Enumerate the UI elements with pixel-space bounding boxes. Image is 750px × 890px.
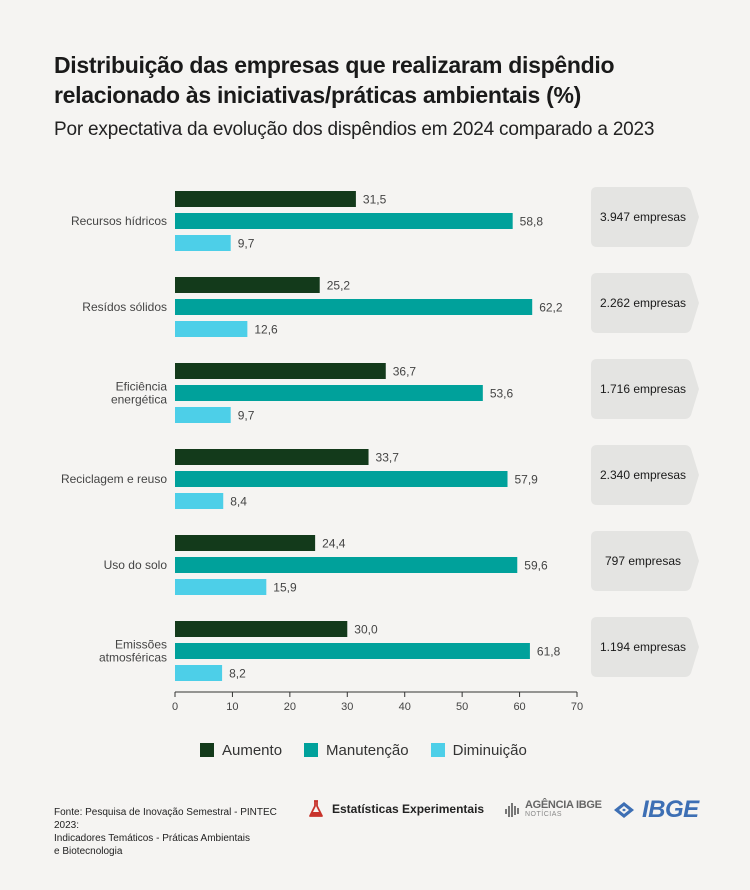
- category-label-line: Resídos sólidos: [82, 300, 167, 314]
- legend-label-aumento: Aumento: [222, 741, 283, 759]
- bar-diminuio: [175, 407, 231, 423]
- agencia-label: AGÊNCIA IBGE: [525, 799, 602, 811]
- bar-value-label: 30,0: [354, 623, 378, 637]
- flask-icon: [309, 800, 323, 817]
- category-label-line: Emissões: [115, 638, 167, 652]
- company-count-label: 2.262 empresas: [600, 296, 686, 310]
- category-label: Resídos sólidos: [82, 300, 167, 314]
- legend-item-aumento: Aumento: [200, 742, 282, 759]
- bar-value-label: 36,7: [393, 365, 417, 379]
- x-axis-tick-label: 50: [456, 701, 468, 713]
- category-label-line: Eficiência: [116, 380, 168, 394]
- category-label: Eficiência energética: [111, 380, 167, 407]
- legend-swatch-manutencao: [304, 743, 319, 757]
- estatisticas-label: Estatísticas Experimentais: [332, 802, 485, 816]
- ibge-diamond-icon: [614, 802, 634, 818]
- ibge-logo: IBGE: [612, 796, 699, 824]
- legend-item-diminuicao: Diminuição: [430, 741, 527, 759]
- title-line-2: relacionado às iniciativas/práticas ambi…: [54, 82, 581, 108]
- x-axis-tick-label: 40: [399, 701, 411, 713]
- bar-value-label: 62,2: [539, 301, 563, 315]
- x-axis-tick-label: 60: [513, 701, 525, 713]
- bar-value-label: 9,7: [238, 237, 255, 251]
- bar-manuteno: [175, 471, 508, 487]
- agencia-sub-label: NOTÍCIAS: [525, 811, 563, 818]
- company-count-label: 3.947 empresas: [600, 210, 686, 224]
- bar-manuteno: [175, 213, 513, 229]
- legend-item-manutencao: Manutenção: [304, 742, 409, 759]
- bar-aumento: [175, 363, 386, 379]
- legend-swatch-aumento: [200, 743, 214, 757]
- company-count-box: [591, 273, 699, 333]
- bar-value-label: 24,4: [322, 537, 346, 551]
- company-count-label: 1.194 empresas: [600, 640, 686, 654]
- category-label: Reciclagem e reuso: [61, 472, 167, 486]
- signal-bars-icon: [505, 803, 519, 817]
- x-axis-tick-label: 30: [341, 701, 353, 713]
- category-label-line: atmosféricas: [99, 651, 167, 665]
- x-axis-tick-label: 10: [226, 701, 238, 713]
- bar-value-label: 8,2: [229, 667, 246, 681]
- bar-diminuio: [175, 493, 224, 509]
- category-label: Emissões atmosféricas: [99, 638, 167, 665]
- legend-label-manutencao: Manutenção: [326, 741, 409, 759]
- bar-value-label: 12,6: [254, 323, 278, 337]
- bar-chart: Recursos hídricos 31,5 58,8 9,7 3.947 empres…: [61, 187, 699, 713]
- bar-aumento: [175, 535, 316, 551]
- estatisticas-experimentais-logo: Estatísticas Experimentais: [308, 800, 484, 818]
- bar-value-label: 8,4: [230, 495, 247, 509]
- x-axis-tick-label: 20: [284, 701, 296, 713]
- company-count-box: [591, 531, 699, 591]
- bar-value-label: 15,9: [273, 581, 297, 595]
- chart-title: Distribuição das empresas que realizaram…: [54, 50, 714, 110]
- title-line-1: Distribuição das empresas que realizaram…: [54, 52, 615, 78]
- bar-aumento: [175, 277, 320, 293]
- company-count-label: 1.716 empresas: [600, 382, 686, 396]
- source-line-2: Indicadores Temáticos - Práticas Ambient…: [54, 833, 251, 844]
- bar-diminuio: [175, 579, 267, 595]
- company-count-box: [591, 617, 699, 677]
- category-label: Recursos hídricos: [71, 214, 167, 228]
- bar-manuteno: [175, 643, 530, 659]
- category-label-line: Recursos hídricos: [71, 214, 167, 228]
- ibge-wordmark: IBGE: [642, 796, 699, 823]
- company-count-label: 2.340 empresas: [600, 468, 686, 482]
- category-label-line: energética: [111, 393, 167, 407]
- bar-aumento: [175, 191, 356, 207]
- bar-value-label: 58,8: [520, 215, 544, 229]
- chart-subtitle: Por expectativa da evolução dos dispêndi…: [54, 119, 655, 140]
- bar-diminuio: [175, 235, 231, 251]
- category-label: Uso do solo: [104, 558, 168, 572]
- bar-value-label: 25,2: [327, 279, 351, 293]
- company-count-box: [591, 187, 699, 247]
- bar-value-label: 9,7: [238, 409, 255, 423]
- bar-value-label: 59,6: [524, 559, 548, 573]
- bar-diminuio: [175, 665, 223, 681]
- bar-diminuio: [175, 321, 248, 337]
- x-axis-tick-label: 0: [172, 701, 178, 713]
- agencia-ibge-logo: AGÊNCIA IBGE NOTÍCIAS: [505, 800, 602, 820]
- company-count-label: 797 empresas: [605, 554, 681, 568]
- bar-value-label: 53,6: [490, 387, 514, 401]
- category-label-line: Uso do solo: [104, 558, 168, 572]
- bar-aumento: [175, 449, 369, 465]
- source-line-1: Fonte: Pesquisa de Inovação Semestral - …: [54, 807, 277, 831]
- legend-swatch-diminuicao: [430, 743, 445, 757]
- bar-value-label: 61,8: [537, 645, 561, 659]
- source-note: Fonte: Pesquisa de Inovação Semestral - …: [54, 806, 304, 858]
- source-line-3: e Biotecnologia: [54, 846, 123, 857]
- bar-manuteno: [175, 385, 483, 401]
- chart-legend: Aumento Manutenção Diminuição: [200, 740, 527, 760]
- bar-value-label: 33,7: [376, 451, 400, 465]
- bar-value-label: 57,9: [515, 473, 539, 487]
- legend-label-diminuicao: Diminuição: [452, 741, 527, 759]
- company-count-box: [591, 359, 699, 419]
- bar-aumento: [175, 621, 348, 637]
- bar-manuteno: [175, 557, 518, 573]
- category-label-line: Reciclagem e reuso: [61, 472, 167, 486]
- x-axis-tick-label: 70: [571, 701, 583, 713]
- bar-manuteno: [175, 299, 533, 315]
- bar-value-label: 31,5: [363, 193, 387, 207]
- company-count-box: [591, 445, 699, 505]
